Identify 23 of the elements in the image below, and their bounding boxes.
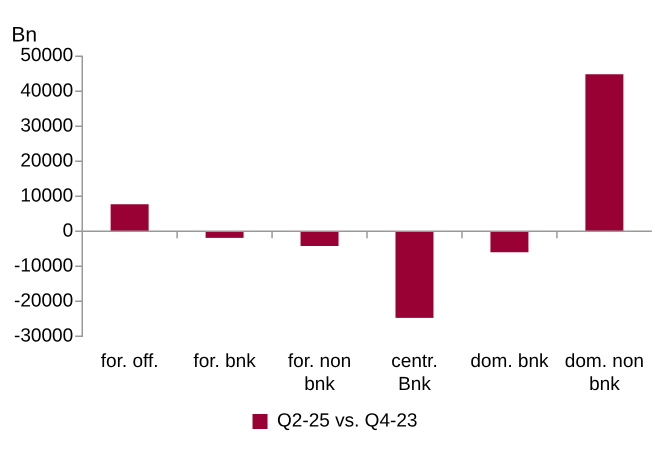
- y-tick-label: 30000: [20, 115, 74, 136]
- y-tick-label: -30000: [14, 326, 74, 347]
- x-tick-label: for. non bnk: [288, 351, 352, 395]
- bar: [110, 204, 149, 230]
- y-tick-label: -10000: [14, 256, 74, 277]
- y-tick-label: 20000: [20, 150, 74, 172]
- x-tick-label: for. off.: [100, 351, 159, 372]
- y-tick-label: -20000: [14, 290, 74, 312]
- bar: [300, 232, 339, 246]
- legend-label: Q2-25 vs. Q4-23: [277, 410, 418, 432]
- y-tick-label: 10000: [20, 185, 74, 206]
- x-tick-label: dom. bnk: [470, 351, 550, 372]
- bar: [396, 232, 434, 318]
- y-axis-title: Bn: [11, 23, 38, 46]
- bar: [490, 232, 528, 252]
- x-tick-label: dom. non bnk: [564, 351, 644, 395]
- y-tick-label: 40000: [20, 80, 74, 102]
- x-tick-label: for. bnk: [193, 351, 256, 372]
- x-tick-label: centr. Bnk: [391, 351, 438, 395]
- bar: [206, 232, 244, 238]
- y-tick-label: 0: [62, 220, 74, 242]
- y-tick-label: 50000: [20, 45, 74, 66]
- bar: [585, 74, 624, 230]
